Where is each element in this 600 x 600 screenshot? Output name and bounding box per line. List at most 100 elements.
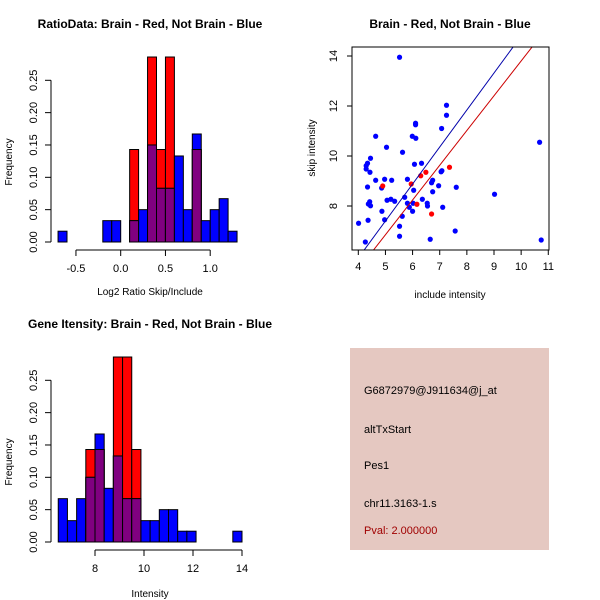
- point-not-brain: [365, 217, 371, 223]
- plot-frame: [351, 46, 550, 251]
- point-not-brain: [491, 191, 498, 197]
- bar-not-brain: [168, 509, 179, 543]
- event-type: altTxStart: [364, 424, 412, 436]
- point-not-brain: [443, 112, 450, 118]
- probe-id: G6872979@J911634@j_at: [364, 385, 497, 397]
- point-not-brain: [404, 176, 411, 182]
- point-not-brain: [355, 220, 362, 226]
- bar-not-brain: [103, 487, 114, 543]
- bar-not-brain: [149, 520, 160, 543]
- point-not-brain: [412, 122, 419, 128]
- point-not-brain: [538, 237, 544, 243]
- point-not-brain: [389, 177, 395, 183]
- y-axis-label: Frequency: [4, 138, 15, 185]
- bar-not-brain: [186, 530, 197, 543]
- fit-line-brain: [372, 47, 533, 250]
- bar-not-brain: [227, 230, 238, 243]
- pval: Pval: 2.000000: [364, 525, 438, 537]
- y-tick-label: 14: [328, 50, 340, 62]
- point-not-brain: [396, 54, 403, 60]
- x-axis-label: Intensity: [131, 589, 168, 600]
- x-tick-label: 0.5: [158, 263, 173, 275]
- point-brain: [408, 181, 414, 187]
- point-not-brain: [411, 161, 418, 167]
- x-tick-label: 10: [515, 261, 527, 273]
- bar-overlap: [85, 476, 96, 543]
- fit-line-not-brain: [363, 47, 514, 250]
- bar-not-brain: [158, 509, 169, 543]
- x-axis-label: include intensity: [414, 290, 485, 301]
- point-not-brain: [453, 184, 459, 190]
- point-not-brain: [428, 180, 435, 186]
- y-tick-label: 10: [328, 150, 340, 162]
- point-not-brain: [373, 177, 379, 183]
- y-tick-label: 0.20: [28, 102, 40, 123]
- y-tick-label: 12: [328, 100, 340, 112]
- point-not-brain: [364, 184, 371, 190]
- point-not-brain: [413, 135, 419, 141]
- y-tick-label: 0.00: [28, 531, 40, 552]
- y-tick-label: 0.25: [28, 370, 40, 391]
- chart-title: Brain - Red, Not Brain - Blue: [369, 17, 531, 31]
- point-not-brain: [424, 203, 431, 209]
- point-not-brain: [396, 223, 403, 229]
- bar-not-brain: [57, 230, 68, 243]
- chart-title: Gene Itensity: Brain - Red, Not Brain - …: [28, 317, 272, 331]
- bar-overlap: [156, 187, 166, 243]
- point-not-brain: [399, 149, 406, 155]
- point-not-brain: [383, 144, 390, 150]
- x-tick-label: 4: [355, 261, 361, 273]
- point-not-brain: [418, 160, 425, 166]
- y-tick-label: 0.05: [28, 499, 40, 520]
- point-not-brain: [396, 233, 403, 239]
- y-tick-label: 0.05: [28, 199, 40, 220]
- point-not-brain: [392, 198, 398, 204]
- y-tick-label: 0.25: [28, 70, 40, 91]
- y-axis-label: skip intensity: [307, 119, 318, 176]
- point-not-brain: [362, 239, 368, 245]
- y-tick-label: 0.20: [28, 402, 40, 423]
- bar-not-brain: [182, 209, 193, 243]
- bar-overlap: [94, 449, 105, 543]
- x-tick-label: 11: [543, 261, 554, 273]
- x-axis-label: Log2 Ratio Skip/Include: [97, 287, 203, 298]
- y-tick-label: 0.15: [28, 434, 40, 455]
- point-brain: [414, 201, 420, 207]
- x-tick-label: 6: [410, 261, 416, 273]
- x-tick-label: 10: [138, 563, 150, 575]
- point-not-brain: [382, 176, 388, 182]
- point-not-brain: [440, 204, 446, 210]
- point-not-brain: [443, 102, 450, 108]
- point-not-brain: [367, 169, 373, 175]
- y-tick-label: 0.10: [28, 467, 40, 488]
- point-not-brain: [439, 125, 445, 132]
- x-tick-label: 12: [187, 563, 199, 575]
- point-not-brain: [427, 236, 433, 242]
- location: chr11.3163-1.s: [364, 498, 437, 510]
- point-brain: [380, 183, 386, 189]
- point-not-brain: [367, 203, 374, 209]
- point-not-brain: [536, 139, 543, 145]
- chart-title: RatioData: Brain - Red, Not Brain - Blue: [38, 17, 263, 31]
- point-brain: [446, 164, 453, 170]
- bar-not-brain: [111, 220, 122, 243]
- x-tick-label: 8: [92, 563, 98, 575]
- point-not-brain: [411, 187, 417, 193]
- bar-not-brain: [173, 155, 184, 243]
- point-not-brain: [409, 208, 416, 214]
- bar-not-brain: [76, 498, 87, 543]
- bar-overlap: [122, 498, 133, 543]
- bar-not-brain: [140, 520, 151, 543]
- point-not-brain: [436, 183, 442, 189]
- point-brain: [428, 211, 435, 217]
- bar-not-brain: [200, 220, 211, 243]
- x-tick-label: 0.0: [113, 263, 128, 275]
- bar-not-brain: [209, 209, 220, 243]
- point-not-brain: [430, 189, 436, 195]
- bar-not-brain: [138, 209, 149, 243]
- y-tick-label: 0.00: [28, 231, 40, 252]
- point-not-brain: [367, 155, 374, 161]
- x-tick-label: 5: [382, 261, 388, 273]
